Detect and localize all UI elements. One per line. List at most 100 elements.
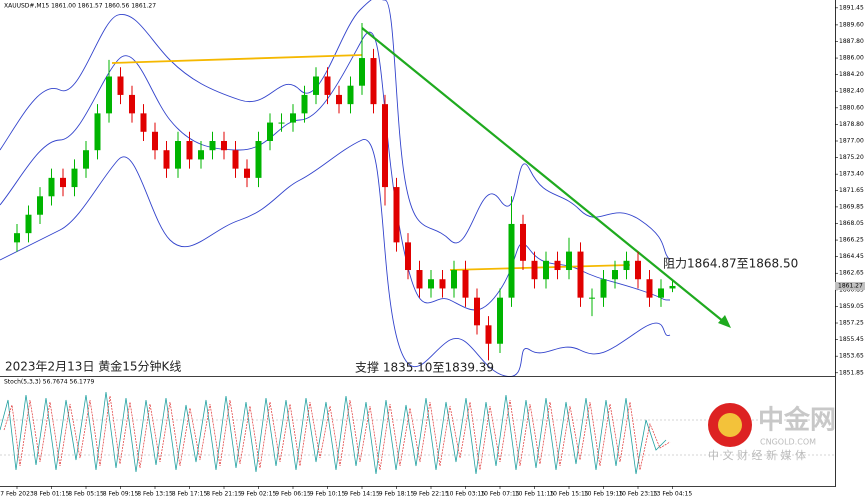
candle-body	[221, 141, 227, 151]
support-annotation: 支撑 1835.10至1839.39	[355, 360, 494, 375]
candle-body	[324, 76, 331, 95]
candle-body	[301, 94, 308, 114]
stoch-signal	[3, 395, 671, 471]
candle-body	[508, 223, 515, 298]
indicator-label: Stoch(5,3,3) 56.7674 56.1779	[4, 379, 95, 386]
candle-body	[439, 279, 446, 289]
candle-body	[244, 168, 250, 178]
y-tick-label: 1877.00	[839, 138, 864, 145]
x-tick-label: 9 Feb 10:15	[310, 491, 346, 498]
logo-domain: CNGOLD.COM	[760, 438, 816, 447]
candle-body	[83, 150, 89, 169]
candle-body	[485, 325, 492, 344]
candle-body	[382, 104, 388, 188]
candle-body	[163, 150, 170, 169]
y-tick-label: 1869.85	[839, 203, 864, 210]
x-tick-label: 9 Feb 06:15	[275, 491, 311, 498]
y-tick-label: 1875.20	[839, 154, 864, 161]
candle-body	[623, 260, 630, 271]
candle-body	[232, 150, 239, 169]
x-tick-label: 9 Feb 14:15	[344, 491, 380, 498]
trend-arrow	[718, 315, 731, 328]
logo-mark	[718, 413, 742, 437]
y-tick-label: 1873.40	[839, 171, 864, 178]
candle-body	[416, 270, 423, 289]
candle-body	[175, 141, 181, 169]
candle-body	[25, 214, 32, 234]
candle-body	[600, 279, 607, 298]
x-tick-label: 8 Feb 01:15	[34, 491, 70, 498]
candle-body	[370, 58, 377, 105]
x-tick-label: 10 Feb 15:15	[549, 491, 589, 498]
candle-body	[94, 113, 101, 151]
y-tick-label: 1862.65	[839, 270, 864, 277]
x-tick-label: 8 Feb 09:15	[103, 491, 139, 498]
logo-slogan: 中 文 财 经 新 媒 体	[708, 448, 806, 462]
candle-body	[255, 141, 262, 178]
candle-body	[428, 279, 434, 289]
candle-body	[566, 251, 572, 271]
y-tick-label: 1889.60	[839, 21, 864, 28]
candle-body	[129, 94, 135, 114]
resistance-annotation: 阻力1864.87至1868.50	[663, 257, 798, 271]
logo-name: 中金网	[758, 405, 836, 436]
candle-body	[520, 223, 526, 261]
candle-body	[669, 285, 676, 289]
y-tick-label: 1855.45	[839, 336, 864, 343]
x-tick-label: 10 Feb 19:15	[584, 491, 624, 498]
x-tick-label: 8 Feb 05:15	[68, 491, 104, 498]
y-tick-label: 1884.20	[839, 71, 864, 78]
x-tick-label: 10 Feb 23:15	[618, 491, 658, 498]
x-tick-label: 13 Feb 04:15	[653, 491, 693, 498]
candle-body	[451, 270, 457, 289]
trend-line	[361, 27, 725, 323]
x-tick-label: 9 Feb 18:15	[379, 491, 415, 498]
x-tick-label: 9 Feb 22:15	[413, 491, 449, 498]
y-tick-label: 1866.25	[839, 237, 864, 244]
y-tick-label: 1871.65	[839, 187, 864, 194]
candle-body	[290, 113, 296, 123]
logo: 中金网 CNGOLD.COM 中 文 财 经 新 媒 体	[708, 403, 836, 462]
candle-body	[658, 288, 664, 298]
candle-body	[71, 168, 78, 188]
candle-body	[267, 122, 273, 141]
candle-body	[635, 260, 641, 280]
y-tick-label: 1851.85	[839, 369, 864, 376]
price-label-box	[835, 281, 865, 290]
candle-body	[336, 94, 342, 105]
candle-body	[474, 297, 480, 326]
resistance-line	[111, 54, 363, 64]
candle-body	[393, 187, 400, 243]
y-tick-label: 1864.45	[839, 253, 864, 260]
x-tick-label: 7 Feb 2023	[0, 491, 34, 498]
candle-body	[117, 76, 124, 95]
candle-body	[313, 76, 319, 95]
candle-body	[589, 297, 595, 299]
stoch-main	[0, 391, 667, 475]
candle-body	[462, 270, 469, 298]
candle-body	[577, 251, 584, 298]
candle-body	[48, 177, 55, 197]
y-tick-label: 1886.00	[839, 55, 864, 62]
candle-body	[405, 242, 411, 271]
candle-body	[543, 260, 549, 280]
candle-body	[14, 233, 20, 243]
candle-body	[531, 260, 538, 280]
candle-body	[209, 141, 216, 151]
chart-caption: 2023年2月13日 黄金15分钟K线	[5, 359, 181, 374]
x-tick-label: 10 Feb 03:15	[446, 491, 486, 498]
y-tick-label: 1887.80	[839, 38, 864, 45]
chart-header: XAUUSD#,M15 1861.00 1861.57 1860.56 1861…	[4, 3, 156, 10]
candle-body	[278, 122, 285, 124]
y-tick-label: 1857.25	[839, 320, 864, 327]
price-label: 1861.27	[838, 282, 863, 289]
y-tick-label: 1878.80	[839, 121, 864, 128]
candle-body	[106, 76, 112, 114]
candle-body	[140, 113, 147, 132]
x-tick-label: 9 Feb 02:15	[241, 491, 277, 498]
candle-body	[646, 279, 653, 298]
candle-body	[554, 260, 561, 271]
y-tick-label: 1859.05	[839, 303, 864, 310]
y-tick-label: 1868.05	[839, 220, 864, 227]
